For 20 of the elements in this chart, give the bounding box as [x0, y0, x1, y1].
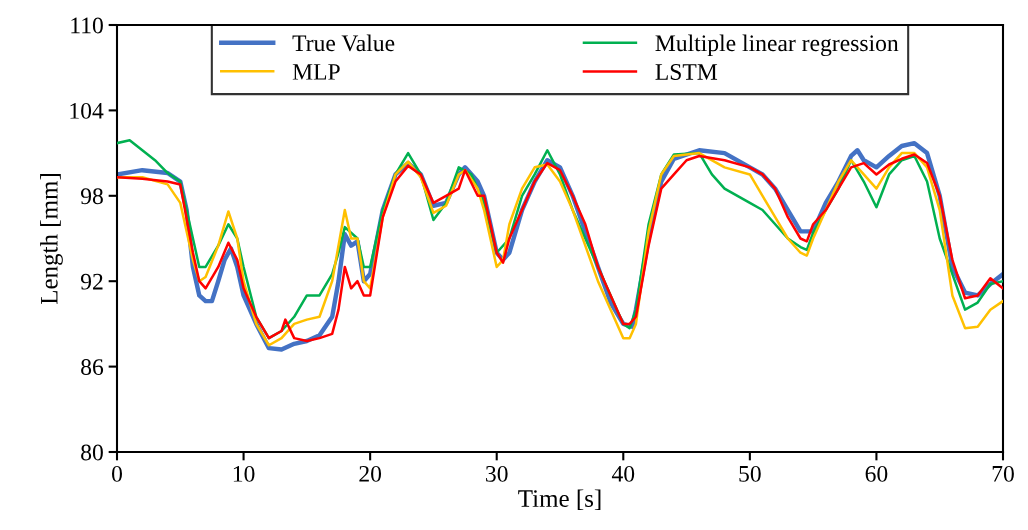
y-tick-label: 92	[80, 273, 103, 290]
y-tick-label: 86	[81, 359, 104, 376]
legend-label: MLP	[292, 64, 340, 80]
y-axis-title: Length [mm]	[40, 174, 63, 305]
x-tick-label: 50	[739, 465, 761, 482]
x-tick-label: 10	[233, 465, 255, 482]
x-tick-label: 40	[611, 465, 635, 482]
legend-label: Multiple linear regression	[655, 34, 899, 57]
y-tick-label: 80	[81, 444, 103, 461]
y-tick-label: 98	[80, 188, 103, 205]
x-tick-label: 20	[359, 465, 382, 482]
x-tick-label: 70	[992, 465, 1014, 482]
x-tick-label: 60	[865, 465, 888, 482]
x-tick-label: 0	[112, 465, 122, 482]
x-axis-title: Time [s]	[518, 489, 601, 511]
legend-label: True Value	[292, 34, 395, 52]
y-tick-label: 110	[71, 17, 103, 34]
y-tick-label: 104	[70, 102, 104, 119]
x-tick-label: 30	[486, 465, 508, 482]
legend-label: LSTM	[655, 64, 718, 80]
